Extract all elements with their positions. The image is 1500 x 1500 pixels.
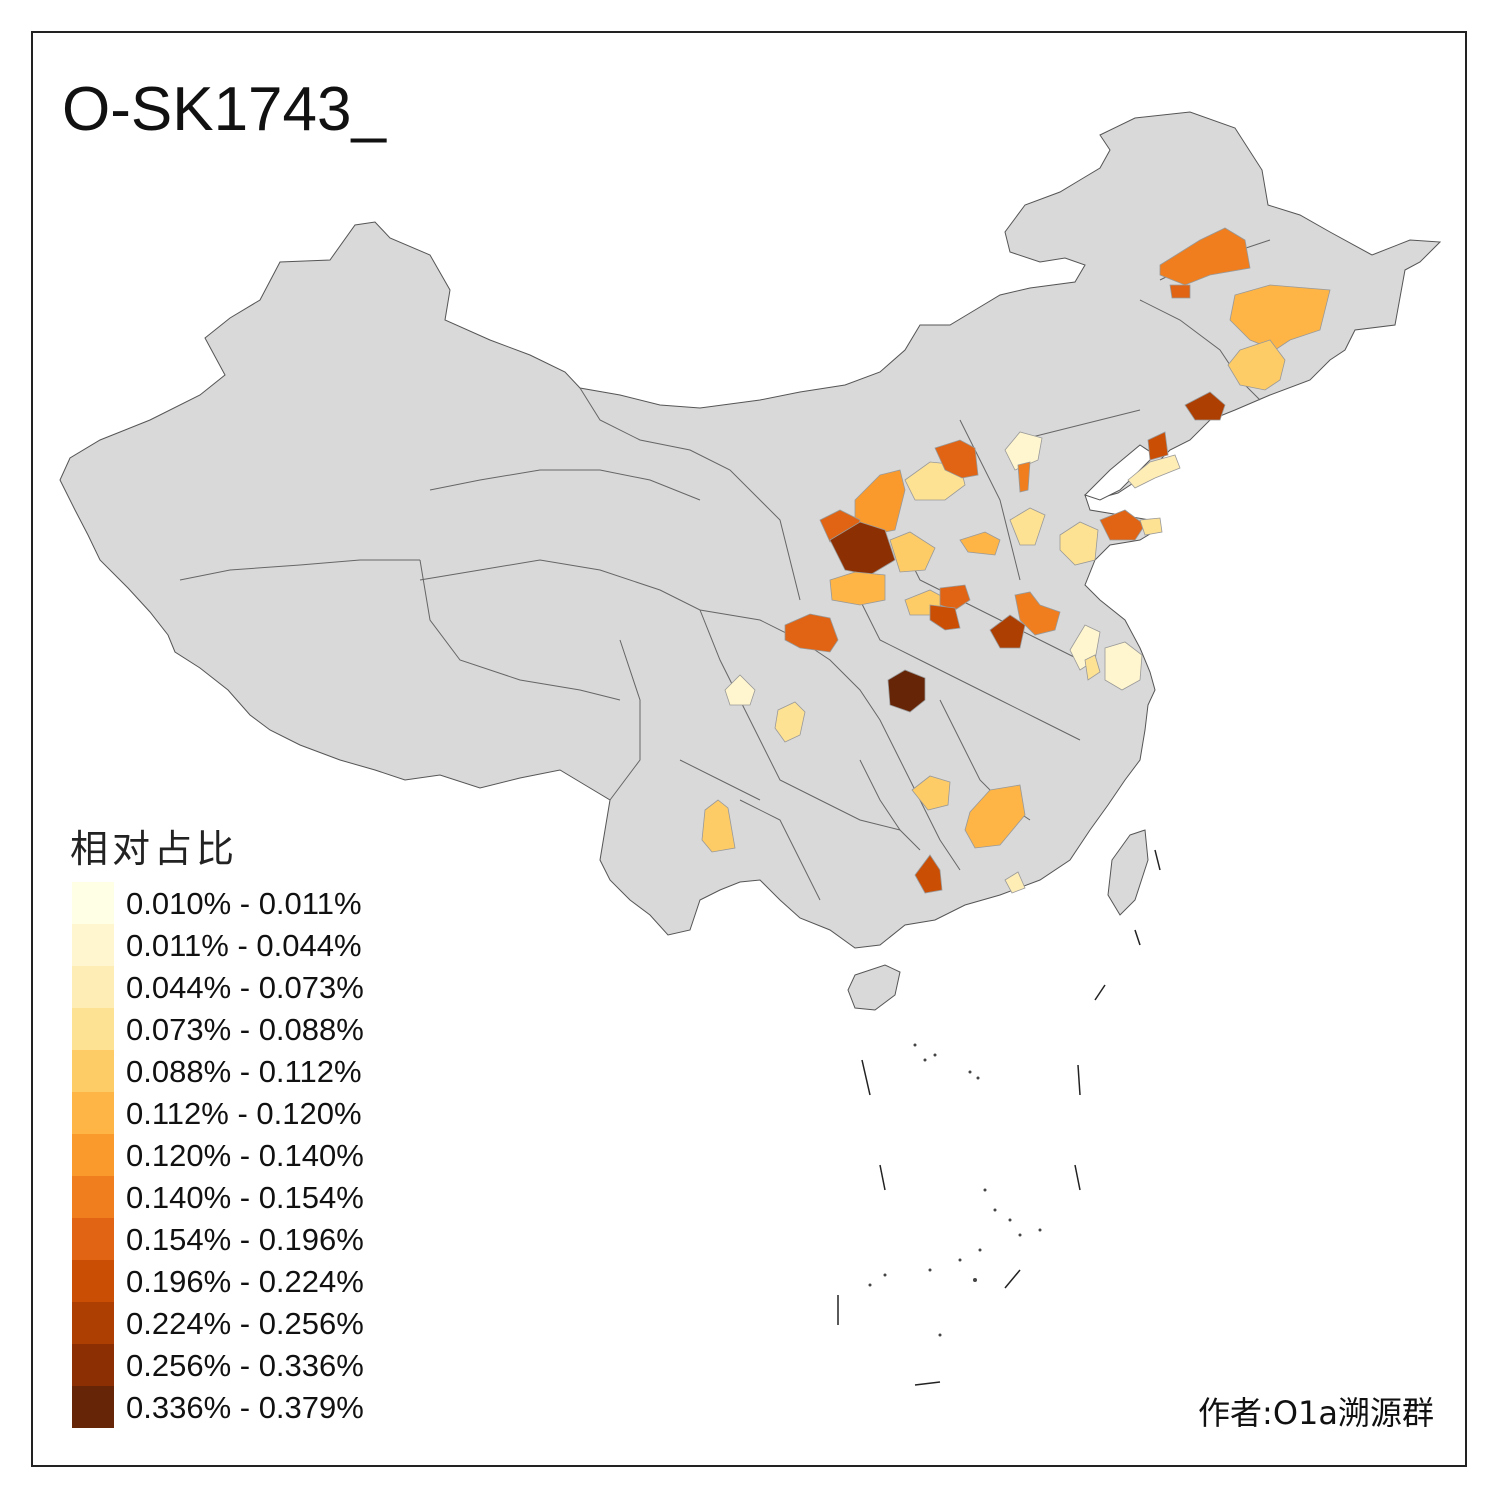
legend-label: 0.088% - 0.112%	[126, 1054, 362, 1089]
legend-swatch	[72, 1302, 114, 1344]
region-hunan	[911, 775, 951, 811]
region-heilongjiang-north	[1159, 227, 1251, 286]
region-anhui-north	[1014, 591, 1061, 636]
region-tianjin-south	[1017, 461, 1031, 493]
region-shaanxi-north	[829, 521, 896, 576]
map-frame	[31, 31, 1467, 1467]
region-shandong-west	[1059, 521, 1099, 566]
legend-label: 0.044% - 0.073%	[126, 970, 364, 1005]
legend-swatch	[72, 1260, 114, 1302]
region-liaoning-east	[1184, 391, 1226, 421]
legend-swatch	[72, 924, 114, 966]
region-sichuan-center	[774, 701, 806, 743]
legend-swatch	[72, 1218, 114, 1260]
region-liaoning-coast	[1147, 431, 1169, 461]
small-islands	[868, 1043, 1042, 1337]
region-sichuan-west	[724, 674, 756, 706]
legend-label: 0.256% - 0.336%	[126, 1348, 364, 1383]
region-jilin	[1227, 339, 1286, 391]
region-shaanxi-south	[829, 571, 886, 606]
legend-swatch	[72, 1344, 114, 1386]
map-title: O-SK1743_	[62, 75, 386, 144]
legend-label: 0.336% - 0.379%	[126, 1390, 364, 1425]
legend-title: 相对占比	[70, 827, 239, 871]
bohai-sea	[1084, 444, 1156, 501]
author-credit: 作者:O1a溯源群	[1198, 1394, 1434, 1432]
region-shandong-east	[1099, 509, 1146, 541]
legend-label: 0.196% - 0.224%	[126, 1264, 364, 1299]
taiwan-island	[1107, 829, 1149, 916]
region-sichuan-north	[784, 613, 839, 653]
legend-swatch	[72, 1176, 114, 1218]
region-liaoning-south	[1127, 454, 1181, 489]
south-china-sea-islands	[837, 849, 1161, 1386]
legend-swatch	[72, 966, 114, 1008]
legend-swatch	[72, 882, 114, 924]
region-henan-south	[929, 604, 961, 631]
region-guangxi	[914, 854, 943, 894]
region-jiangsu-3	[1104, 641, 1143, 691]
region-beijing	[1004, 431, 1043, 471]
region-guangdong	[1004, 871, 1026, 894]
region-jiangxi	[964, 784, 1026, 849]
legend-label: 0.224% - 0.256%	[126, 1306, 364, 1341]
data-regions	[701, 227, 1331, 894]
region-shanxi-south	[959, 531, 1001, 556]
hainan-island	[847, 964, 901, 1011]
legend-label: 0.112% - 0.120%	[126, 1096, 362, 1131]
region-hebei-south	[1009, 507, 1046, 546]
region-heilongjiang-small	[1169, 284, 1191, 299]
legend-label: 0.010% - 0.011%	[126, 886, 362, 921]
region-jiangsu-2	[1084, 654, 1101, 681]
legend-label: 0.011% - 0.044%	[126, 928, 362, 963]
legend-swatch	[72, 1008, 114, 1050]
region-shandong-tip	[1139, 517, 1163, 536]
region-hubei	[887, 669, 926, 713]
legend-swatch	[72, 1092, 114, 1134]
legend-label: 0.140% - 0.154%	[126, 1180, 364, 1215]
region-anhui-center	[989, 614, 1026, 649]
legend-label: 0.073% - 0.088%	[126, 1012, 364, 1047]
region-henan-center	[939, 584, 971, 611]
legend-swatch	[72, 1134, 114, 1176]
legend-label: 0.120% - 0.140%	[126, 1138, 364, 1173]
region-heilongjiang-center	[1229, 284, 1331, 351]
legend-swatch	[72, 1386, 114, 1428]
region-inner-mongolia-2	[934, 439, 979, 479]
region-shanxi-west	[889, 531, 936, 573]
legend-label: 0.154% - 0.196%	[126, 1222, 364, 1257]
region-yunnan	[701, 799, 736, 853]
legend-swatch	[72, 1050, 114, 1092]
